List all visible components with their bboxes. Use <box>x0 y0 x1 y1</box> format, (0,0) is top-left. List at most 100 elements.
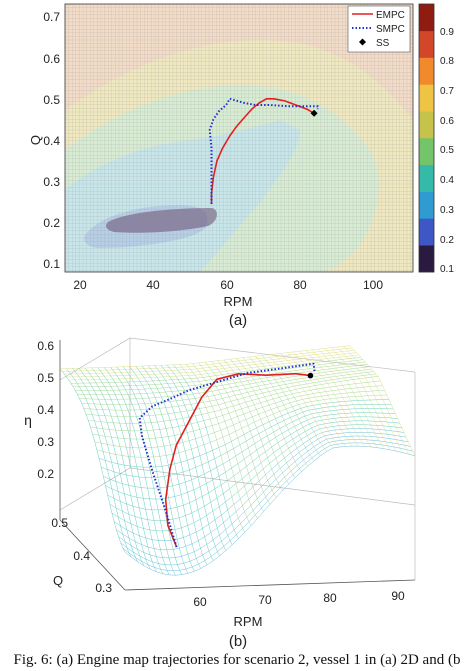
surface-line <box>337 346 403 453</box>
colorbar-frame <box>418 3 435 273</box>
y-axis-line-b <box>59 519 126 591</box>
ss-marker <box>310 109 318 117</box>
surface-line <box>97 367 164 574</box>
contour-minimum-region <box>106 208 217 233</box>
floor-back-edge <box>59 467 416 511</box>
surface-line <box>280 353 346 447</box>
colorbar-tick-label: 0.9 <box>440 27 454 38</box>
surface-line <box>192 363 258 519</box>
colorbar-tick-label: 0.3 <box>440 205 454 216</box>
surface-line <box>135 366 201 569</box>
z-tick-label: 0.2 <box>37 467 54 481</box>
surface-line <box>59 368 126 553</box>
surface-line <box>66 352 357 378</box>
y-tick-label: 0.7 <box>43 10 60 24</box>
x-axis-line-b <box>124 579 416 591</box>
heatmap-mesh <box>65 4 413 272</box>
surface-line <box>122 366 189 574</box>
surface-line <box>111 424 403 532</box>
y-tick-label: 0.5 <box>43 93 60 107</box>
colorbar-segment <box>419 57 434 85</box>
surface-line <box>179 364 245 533</box>
colorbar-segment <box>419 138 434 166</box>
legend-swatch-ss <box>359 38 366 46</box>
panel-label-a: (a) <box>229 312 247 329</box>
colorbar-segment <box>419 164 434 192</box>
colorbar-segment <box>419 4 434 32</box>
panel-b: 0.2 0.3 0.4 0.5 0.6 η 60 70 80 90 RPM 0.… <box>24 337 416 650</box>
x-axis-label-a: RPM <box>224 294 253 309</box>
surface-line <box>198 362 264 512</box>
surface-line <box>154 365 220 556</box>
surface-line <box>299 351 365 447</box>
surface-line <box>103 367 170 575</box>
surface-line <box>217 360 283 491</box>
surface-line <box>343 346 409 455</box>
colorbar-ticks: 0.1 0.2 0.3 0.4 0.5 0.6 0.7 0.8 0.9 <box>440 27 454 275</box>
colorbar-tick-label: 0.8 <box>440 56 454 67</box>
surface-line <box>236 358 302 472</box>
surface-line <box>167 364 233 545</box>
colorbar-segment <box>419 218 434 246</box>
x-axis-label-b: RPM <box>234 614 263 629</box>
y-axis-label-b: Q <box>53 573 63 588</box>
x-ticks-b: 60 70 80 90 <box>193 589 405 609</box>
surface-line <box>129 366 195 572</box>
x-tick-label: 60 <box>193 595 207 609</box>
trajectories-a <box>208 97 319 204</box>
colorbar <box>419 4 434 273</box>
legend-label-empc: EMPC <box>376 10 405 21</box>
surface-line <box>286 352 353 447</box>
surface-line <box>107 416 398 511</box>
x-tick-label: 80 <box>293 278 307 292</box>
y-tick-label: 0.2 <box>43 216 60 230</box>
surface-line <box>120 439 411 566</box>
panel-label-b: (b) <box>229 633 247 650</box>
legend-a: EMPC SMPC SS <box>347 5 411 53</box>
y-ticks-b: 0.3 0.4 0.5 <box>51 516 112 595</box>
y-tick-label: 0.4 <box>43 134 60 148</box>
surface-line <box>248 356 315 461</box>
surface-line <box>293 351 359 447</box>
axes-box-b <box>59 337 416 591</box>
surface-line <box>160 365 227 551</box>
ss-marker-3d <box>307 372 314 379</box>
colorbar-tick-label: 0.2 <box>440 235 454 246</box>
trajectory-empc <box>210 98 315 204</box>
surface-line <box>274 353 340 448</box>
x-tick-label: 100 <box>363 278 383 292</box>
plot-frame-a <box>64 3 414 273</box>
x-tick-label: 20 <box>73 278 87 292</box>
y-tick-label: 0.4 <box>73 549 90 563</box>
colorbar-tick-label: 0.5 <box>440 145 454 156</box>
surface-line <box>91 367 157 572</box>
trajectories-b <box>138 362 316 548</box>
surface-line <box>223 359 290 485</box>
x-tick-label: 80 <box>323 591 337 605</box>
colorbar-segment <box>419 30 434 58</box>
colorbar-segment <box>419 191 434 219</box>
x-tick-label: 60 <box>220 278 234 292</box>
surface-line <box>230 359 296 478</box>
surface-line <box>85 367 151 570</box>
surface-line <box>148 365 214 561</box>
colorbar-tick-label: 0.6 <box>440 116 454 127</box>
surface-line <box>324 348 390 450</box>
surface-line <box>72 368 138 562</box>
surface-line <box>330 347 397 452</box>
surface-line <box>173 364 239 539</box>
colorbar-segment <box>419 84 434 112</box>
surface-line <box>64 350 355 375</box>
z-tick-label: 0.6 <box>37 339 54 353</box>
colorbar-tick-label: 0.1 <box>440 264 454 275</box>
surface-line <box>185 364 252 526</box>
y-axis-a: 0.1 0.2 0.3 0.4 0.5 0.6 0.7 <box>43 10 60 271</box>
colorbar-tick-label: 0.4 <box>440 175 454 186</box>
surface-line <box>255 356 321 457</box>
surface-line <box>211 361 277 498</box>
x-axis-a: 20 40 60 80 100 <box>73 278 383 292</box>
z-axis-label-b: η <box>24 412 32 428</box>
y-tick-label: 0.3 <box>43 175 60 189</box>
surface-line <box>305 350 372 448</box>
